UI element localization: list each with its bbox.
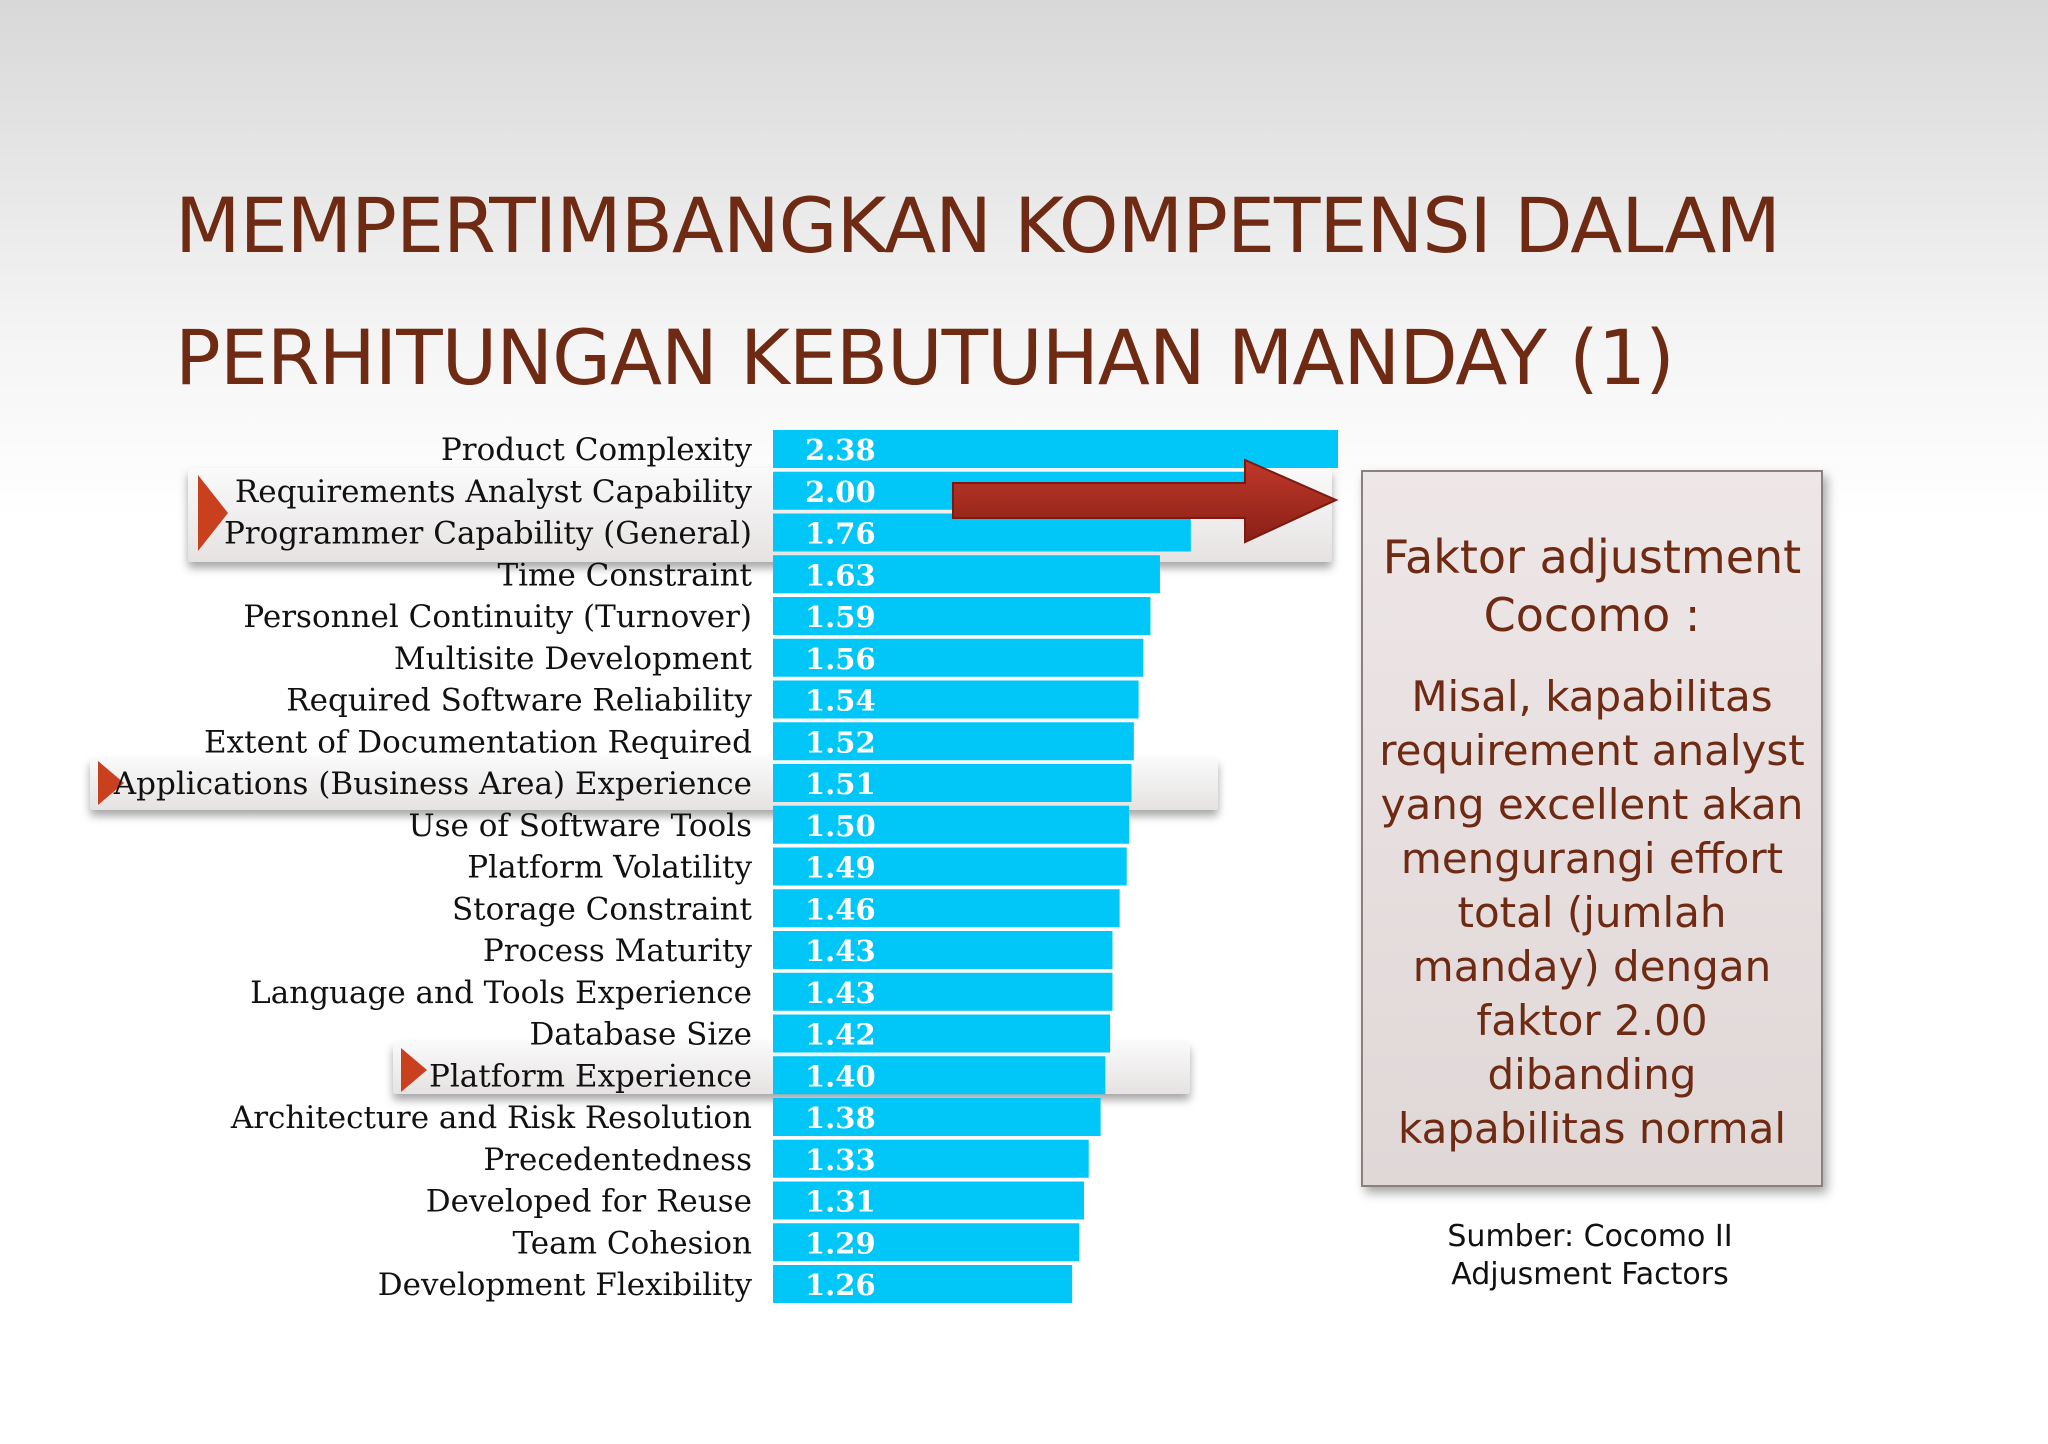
source-line-2: Adjusment Factors: [1451, 1257, 1729, 1292]
bar-value-label: 1.56: [805, 642, 876, 676]
category-label: Precedentedness: [483, 1142, 752, 1178]
category-label: Storage Constraint: [452, 891, 753, 927]
bar-value-label: 1.43: [805, 976, 876, 1010]
category-label: Language and Tools Experience: [250, 975, 752, 1011]
bar: [773, 1181, 1084, 1220]
category-label: Multisite Development: [394, 641, 753, 677]
bar-value-label: 1.50: [805, 809, 876, 843]
category-label: Team Cohesion: [513, 1225, 753, 1261]
bar-value-label: 1.40: [805, 1059, 876, 1093]
category-label: Developed for Reuse: [426, 1184, 752, 1220]
bar-value-label: 1.54: [805, 684, 876, 718]
bar-value-label: 1.43: [805, 934, 876, 968]
bar-value-label: 1.59: [805, 600, 876, 634]
bar-value-label: 2.38: [805, 433, 876, 467]
bar-value-label: 1.29: [805, 1226, 876, 1260]
category-label: Product Complexity: [441, 432, 753, 468]
bar: [773, 430, 1338, 468]
triangle-marker-icon: [401, 1048, 427, 1092]
bar: [773, 805, 1130, 844]
bar: [773, 764, 1132, 802]
bar: [773, 1056, 1106, 1095]
bar: [773, 847, 1127, 886]
bar: [773, 972, 1113, 1011]
bar: [773, 889, 1120, 928]
callout-box: Faktor adjustment Cocomo : Misal, kapabi…: [1361, 470, 1823, 1187]
bar: [773, 722, 1134, 761]
source-note: Sumber: Cocomo II Adjusment Factors: [1360, 1218, 1820, 1294]
bar-value-label: 1.63: [805, 558, 876, 592]
source-line-1: Sumber: Cocomo II: [1447, 1219, 1733, 1254]
bar-value-label: 1.26: [805, 1268, 876, 1302]
bar: [773, 1139, 1089, 1178]
category-label: Development Flexibility: [378, 1267, 753, 1303]
chart-value-labels: 2.38 2.00 1.76 1.63 1.59 1.56 1.54 1.52 1.51 1.50…: [805, 433, 876, 1302]
callout-body: Misal, kapabilitas requirement analyst y…: [1379, 672, 1805, 1153]
callout-heading: Faktor adjustment Cocomo :: [1382, 530, 1802, 642]
bar: [773, 1265, 1073, 1303]
bar-value-label: 1.33: [805, 1143, 876, 1177]
triangle-marker-icon: [198, 475, 228, 551]
category-label: Personnel Continuity (Turnover): [243, 599, 752, 635]
bar-value-label: 2.00: [805, 475, 876, 509]
category-label: Database Size: [529, 1017, 752, 1053]
category-label: Architecture and Risk Resolution: [230, 1100, 752, 1136]
bar: [773, 931, 1113, 969]
bar: [773, 1098, 1101, 1136]
category-label: Programmer Capability (General): [224, 516, 752, 552]
bar-value-label: 1.51: [805, 767, 876, 801]
bar: [773, 513, 1191, 552]
bar: [773, 1014, 1111, 1053]
category-label: Required Software Reliability: [286, 683, 752, 719]
category-label: Use of Software Tools: [408, 808, 752, 844]
category-label: Time Constraint: [497, 557, 752, 593]
bar-value-label: 1.38: [805, 1101, 876, 1135]
title-line-1: MEMPERTIMBANGKAN KOMPETENSI DALAM: [175, 181, 1781, 270]
title-line-2: PERHITUNGAN KEBUTUHAN MANDAY (1): [175, 313, 1675, 402]
category-label: Applications (Business Area) Experience: [113, 766, 752, 802]
triangle-marker-icon: [98, 761, 124, 805]
category-label: Process Maturity: [483, 933, 753, 969]
bar: [773, 638, 1144, 677]
bar: [773, 555, 1160, 594]
page-title: MEMPERTIMBANGKAN KOMPETENSI DALAM PERHIT…: [175, 160, 1781, 424]
category-label: Requirements Analyst Capability: [235, 474, 753, 510]
bar-value-label: 1.42: [805, 1018, 876, 1052]
bar-value-label: 1.31: [805, 1185, 876, 1219]
bar: [773, 597, 1151, 635]
bar-value-label: 1.52: [805, 725, 876, 759]
arrow-icon: [952, 458, 1339, 544]
bar: [773, 680, 1139, 719]
chart-category-labels: Product Complexity Requirements Analyst C…: [113, 432, 753, 1303]
category-label: Extent of Documentation Required: [204, 724, 752, 760]
bar-value-label: 1.76: [805, 517, 876, 551]
category-label: Platform Experience: [429, 1058, 752, 1094]
bar-value-label: 1.49: [805, 851, 876, 885]
category-label: Platform Volatility: [467, 850, 752, 886]
bar: [773, 1223, 1080, 1262]
bar-value-label: 1.46: [805, 892, 876, 926]
